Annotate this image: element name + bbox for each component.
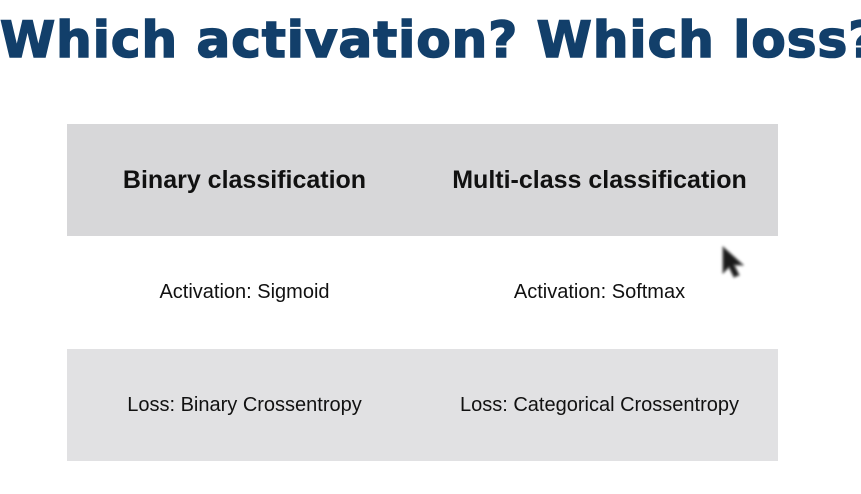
activation-cell-binary: Activation: Sigmoid <box>159 280 330 303</box>
comparison-table: Binary classification Multi-class classi… <box>67 124 778 461</box>
table-header-row: Binary classification Multi-class classi… <box>67 124 778 236</box>
loss-cell-binary: Loss: Binary Crossentropy <box>127 393 362 416</box>
loss-cell-multiclass: Loss: Categorical Crossentropy <box>459 393 739 416</box>
pointer-cursor-icon <box>722 246 744 278</box>
activation-cell-multiclass: Activation: Softmax <box>513 280 686 303</box>
slide-title: Which activation? Which loss? <box>0 10 861 70</box>
column-header-binary: Binary classification <box>122 165 367 194</box>
loss-row: Loss: Binary Crossentropy Loss: Categori… <box>67 349 778 461</box>
activation-row: Activation: Sigmoid Activation: Softmax <box>67 236 778 348</box>
column-header-multiclass: Multi-class classification <box>452 165 747 194</box>
